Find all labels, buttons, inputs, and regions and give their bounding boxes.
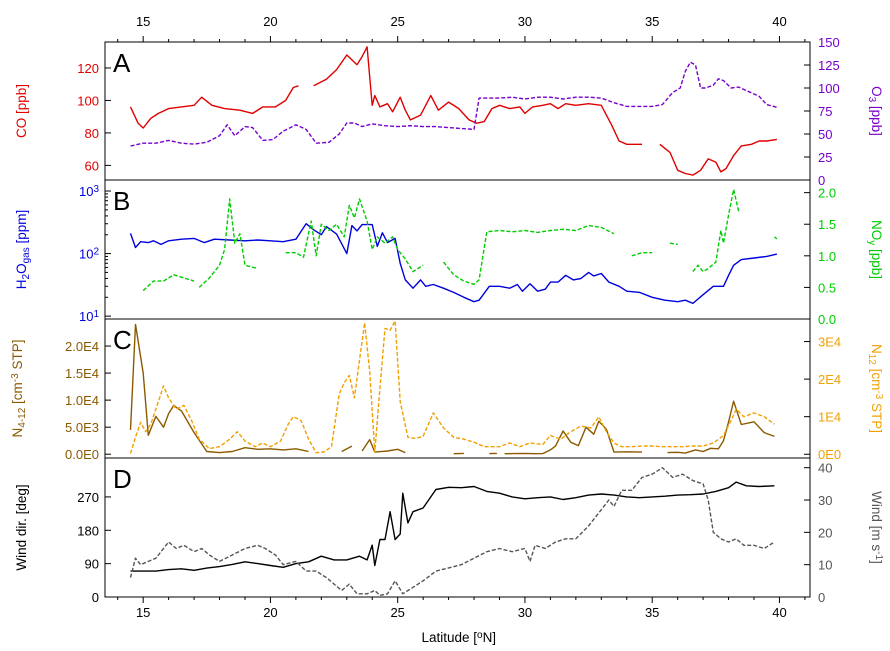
x-tick-label-bottom: 35 xyxy=(645,605,659,620)
panel-letter-A: A xyxy=(113,48,131,78)
left-axis-label-D: Wind dir. [deg] xyxy=(14,484,29,570)
left-tick-label-A: 60 xyxy=(85,158,99,173)
series-A-left-segment xyxy=(313,46,642,145)
right-tick-label-C: 2E4 xyxy=(818,372,841,387)
series-C-right-segment xyxy=(129,320,775,454)
right-tick-label-A: 125 xyxy=(818,58,840,73)
series-B-right-segment xyxy=(198,198,258,288)
left-tick-label-C: 0.0E0 xyxy=(65,447,99,462)
left-axis-label-A: CO [ppb] xyxy=(14,84,29,138)
series-C-left-segment xyxy=(341,445,353,453)
series-C-left-segment xyxy=(129,323,309,454)
panel-frame-B xyxy=(104,179,811,320)
series-B-right-segment xyxy=(442,224,615,285)
series-B-right-segment xyxy=(692,188,740,273)
left-tick-label-C: 1.5E4 xyxy=(65,366,99,381)
x-tick-label-top: 15 xyxy=(136,14,150,29)
series-D-left-segment xyxy=(130,481,775,572)
left-axis-label-C: N4-12 [cm-3 STP] xyxy=(10,340,29,438)
right-axis-label-D: Wind [m s-1] xyxy=(869,491,885,564)
x-tick-label-top: 30 xyxy=(518,14,532,29)
right-tick-label-D: 40 xyxy=(818,461,832,476)
left-tick-label-B: 101 xyxy=(79,309,99,325)
right-tick-label-D: 0 xyxy=(818,590,825,605)
right-axis-label-B: NOy [ppb] xyxy=(866,220,884,279)
x-tick-label-top: 35 xyxy=(645,14,659,29)
left-tick-label-D: 180 xyxy=(77,523,99,538)
x-tick-label-top: 40 xyxy=(772,14,786,29)
left-tick-label-A: 120 xyxy=(77,61,99,76)
series-B-left-segment xyxy=(129,223,778,305)
series-A-left-segment xyxy=(129,85,299,129)
panel-letter-C: C xyxy=(113,325,132,355)
series-D-right-segment xyxy=(129,467,775,597)
panel-frame-D xyxy=(104,457,811,598)
x-tick-label-bottom: 40 xyxy=(772,605,786,620)
x-tick-label-bottom: 20 xyxy=(263,605,277,620)
right-tick-label-A: 50 xyxy=(818,127,832,142)
left-tick-label-C: 2.0E4 xyxy=(65,339,99,354)
left-tick-label-D: 0 xyxy=(92,590,99,605)
right-tick-label-B: 1.5 xyxy=(818,217,836,232)
right-tick-label-B: 0.5 xyxy=(818,280,836,295)
right-tick-label-A: 75 xyxy=(818,104,832,119)
series-B-right-segment xyxy=(285,198,424,273)
left-tick-label-A: 80 xyxy=(85,126,99,141)
left-tick-label-C: 5.0E3 xyxy=(65,420,99,435)
series-B-right-segment xyxy=(142,274,195,292)
right-axis-label-A: O3 [ppb] xyxy=(866,86,884,136)
right-tick-label-B: 0.0 xyxy=(818,312,836,327)
right-axis-label-C: N12 [cm-3 STP] xyxy=(866,344,885,433)
left-tick-label-D: 270 xyxy=(77,490,99,505)
right-tick-label-A: 0 xyxy=(818,173,825,188)
right-tick-label-C: 0E0 xyxy=(818,447,841,462)
left-axis-label-B: H2Ogas [ppm] xyxy=(14,210,32,289)
left-tick-label-A: 100 xyxy=(77,93,99,108)
right-tick-label-B: 2.0 xyxy=(818,186,836,201)
right-tick-label-B: 1.0 xyxy=(818,249,836,264)
panel-letter-B: B xyxy=(113,186,130,216)
series-C-left-segment xyxy=(667,400,775,454)
right-tick-label-A: 150 xyxy=(818,35,840,50)
series-C-left-segment xyxy=(361,438,406,454)
series-A-right-segment xyxy=(130,61,778,147)
right-tick-label-C: 3E4 xyxy=(818,335,841,350)
right-tick-label-C: 1E4 xyxy=(818,410,841,425)
x-tick-label-bottom: 15 xyxy=(136,605,150,620)
x-tick-label-bottom: 30 xyxy=(518,605,532,620)
right-tick-label-A: 100 xyxy=(818,81,840,96)
panel-frame-A xyxy=(104,41,811,181)
series-A-left-segment xyxy=(659,138,778,176)
x-axis-label: Latitude [oN] xyxy=(421,630,496,646)
left-tick-label-B: 103 xyxy=(79,184,99,200)
right-tick-label-D: 10 xyxy=(818,558,832,573)
series-B-right-segment xyxy=(631,252,653,257)
right-tick-label-D: 30 xyxy=(818,493,832,508)
x-tick-label-top: 25 xyxy=(390,14,404,29)
right-tick-label-D: 20 xyxy=(818,525,832,540)
x-tick-label-bottom: 25 xyxy=(390,605,404,620)
left-tick-label-D: 90 xyxy=(85,557,99,572)
series-C-left-segment xyxy=(504,420,643,455)
series-B-right-segment xyxy=(773,236,778,240)
left-tick-label-C: 1.0E4 xyxy=(65,393,99,408)
panel-letter-D: D xyxy=(113,464,132,494)
x-tick-label-top: 20 xyxy=(263,14,277,29)
right-tick-label-A: 25 xyxy=(818,150,832,165)
series-B-right-segment xyxy=(669,242,678,246)
panel-frame-C xyxy=(104,318,811,459)
left-tick-label-B: 102 xyxy=(79,246,99,262)
